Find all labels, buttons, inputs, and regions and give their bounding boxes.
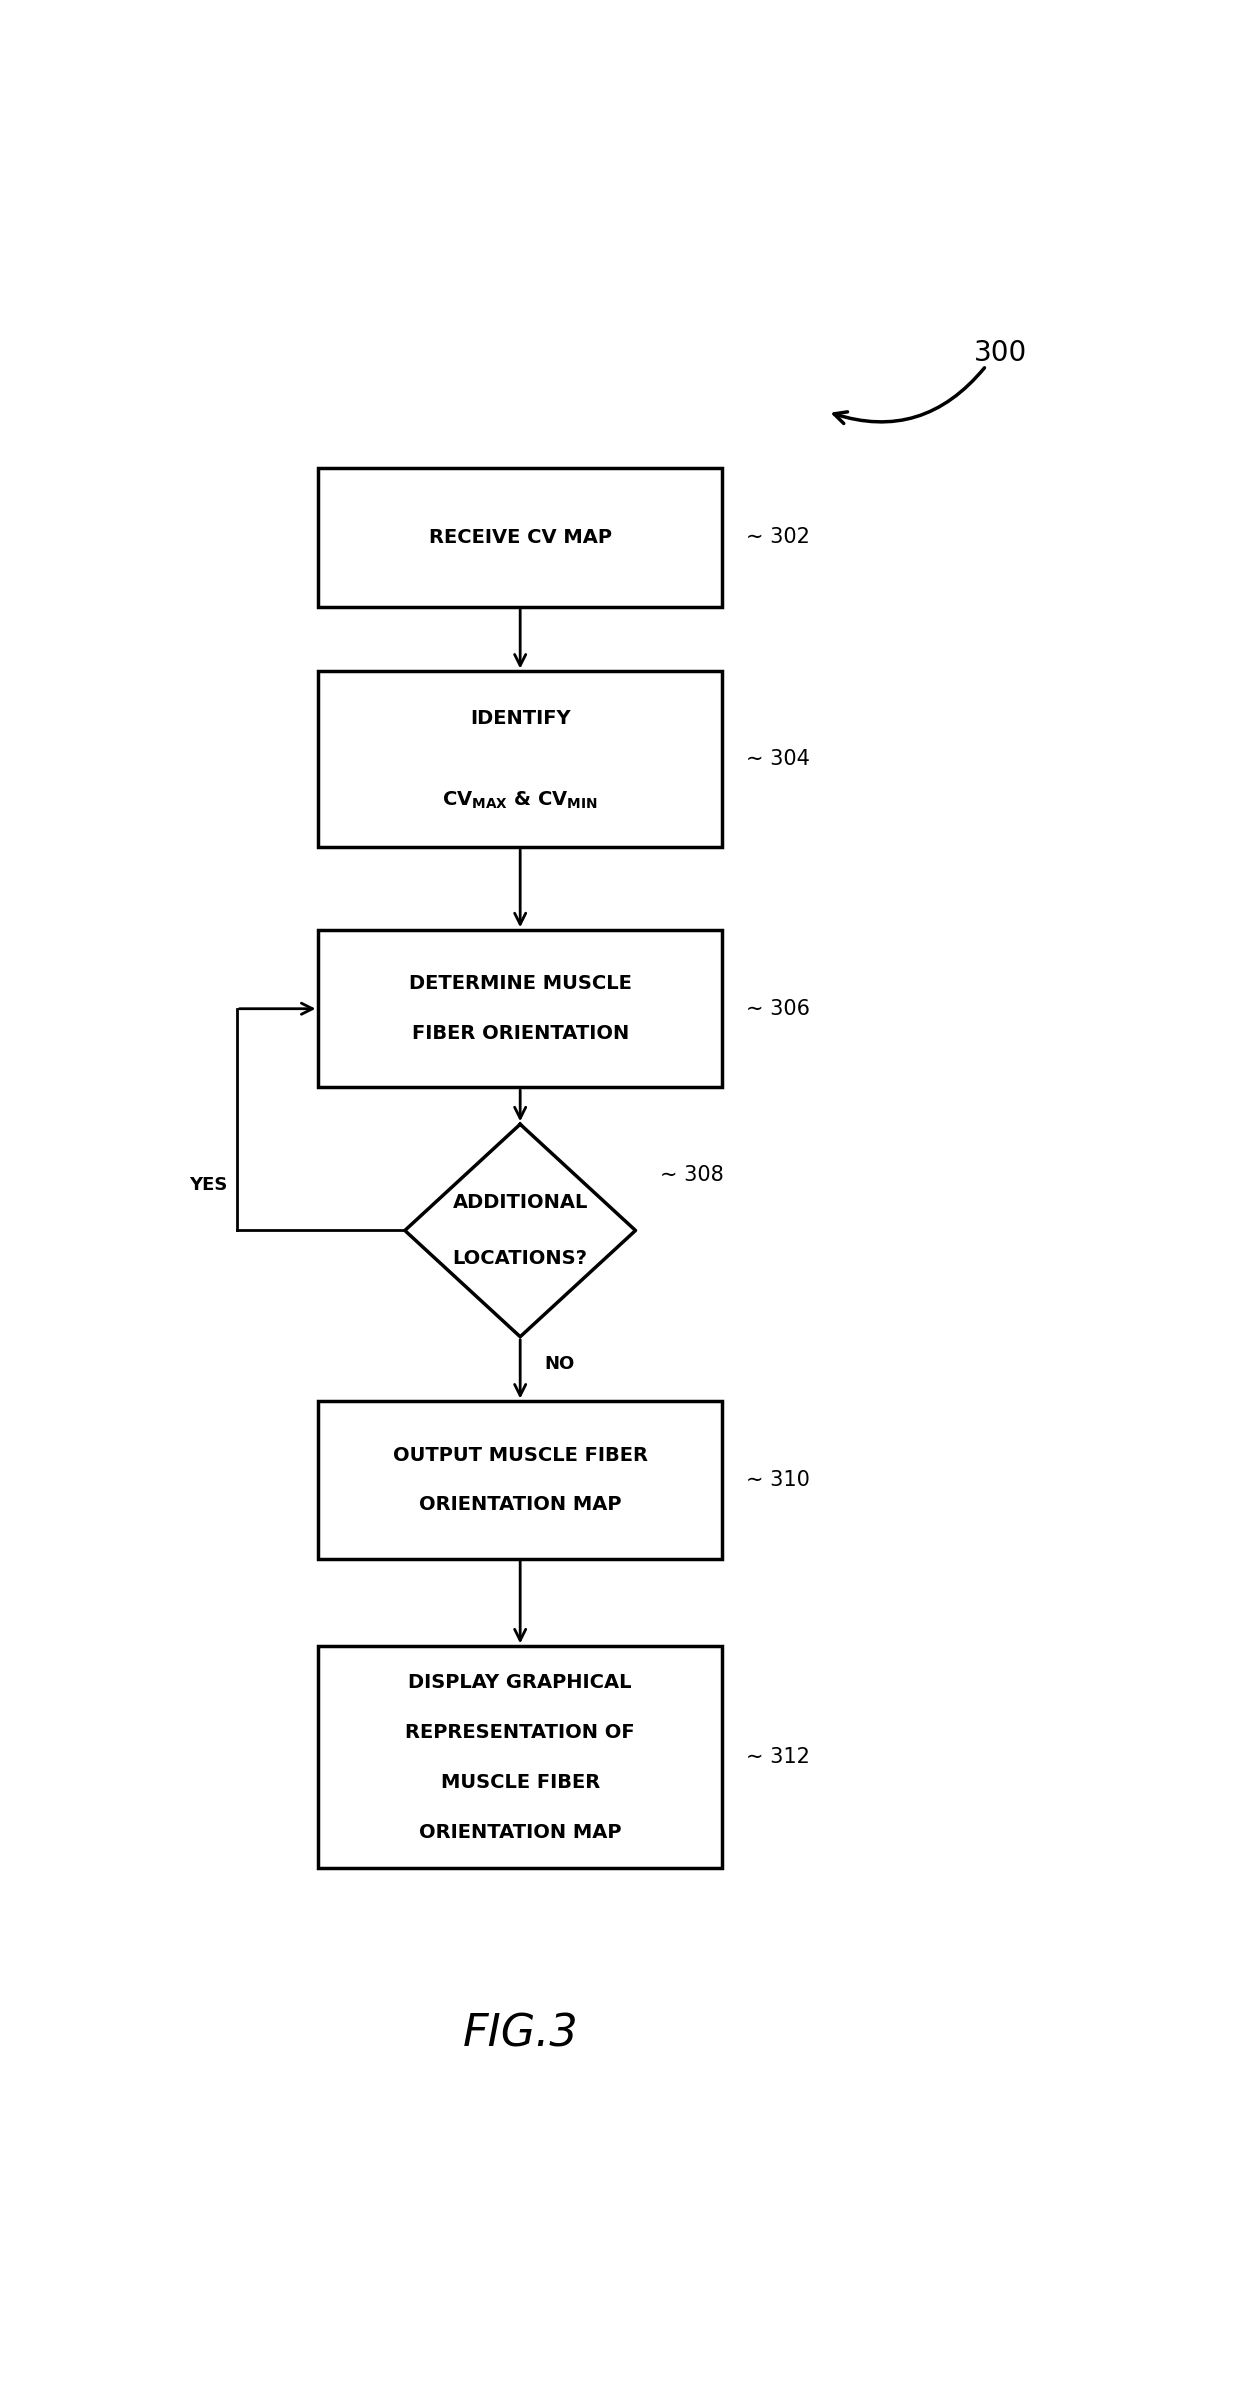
Text: CV$_{\bf MAX}$ & CV$_{\bf MIN}$: CV$_{\bf MAX}$ & CV$_{\bf MIN}$ (443, 790, 598, 811)
Text: RECEIVE CV MAP: RECEIVE CV MAP (429, 528, 611, 547)
Text: FIG.3: FIG.3 (463, 2014, 578, 2057)
Text: ORIENTATION MAP: ORIENTATION MAP (419, 1822, 621, 1841)
Text: ∼ 302: ∼ 302 (746, 528, 810, 547)
Text: ADDITIONAL: ADDITIONAL (453, 1193, 588, 1212)
Text: LOCATIONS?: LOCATIONS? (453, 1248, 588, 1267)
Text: 300: 300 (975, 338, 1027, 367)
Text: DETERMINE MUSCLE: DETERMINE MUSCLE (409, 974, 631, 994)
Text: REPRESENTATION OF: REPRESENTATION OF (405, 1723, 635, 1742)
Text: IDENTIFY: IDENTIFY (470, 708, 570, 727)
Text: YES: YES (188, 1176, 227, 1193)
Text: DISPLAY GRAPHICAL: DISPLAY GRAPHICAL (408, 1673, 632, 1692)
Text: MUSCLE FIBER: MUSCLE FIBER (440, 1774, 600, 1793)
FancyBboxPatch shape (319, 672, 722, 847)
Text: OUTPUT MUSCLE FIBER: OUTPUT MUSCLE FIBER (393, 1445, 647, 1464)
Text: ∼ 312: ∼ 312 (746, 1747, 810, 1766)
Text: ∼ 304: ∼ 304 (746, 749, 810, 770)
Text: ∼ 308: ∼ 308 (660, 1164, 723, 1186)
FancyBboxPatch shape (319, 931, 722, 1087)
Text: ∼ 310: ∼ 310 (746, 1469, 810, 1490)
Text: ORIENTATION MAP: ORIENTATION MAP (419, 1495, 621, 1514)
FancyBboxPatch shape (319, 1402, 722, 1558)
FancyBboxPatch shape (319, 468, 722, 607)
Text: ∼ 306: ∼ 306 (746, 998, 810, 1018)
FancyBboxPatch shape (319, 1646, 722, 1867)
Text: FIBER ORIENTATION: FIBER ORIENTATION (412, 1025, 629, 1044)
Text: NO: NO (544, 1354, 574, 1373)
